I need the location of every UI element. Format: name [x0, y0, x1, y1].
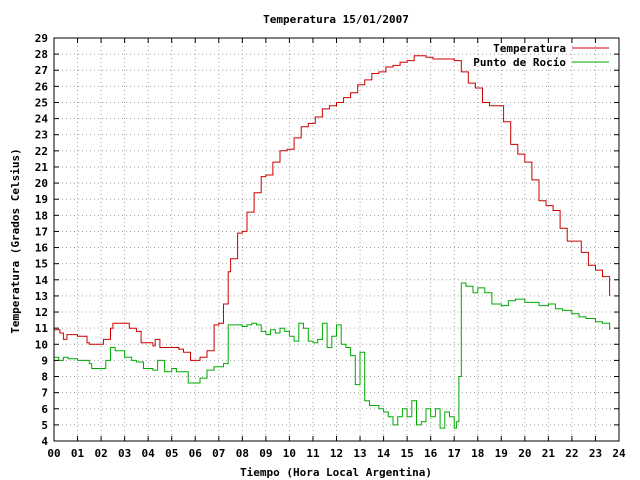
y-tick-label: 21: [35, 161, 49, 174]
y-tick-label: 7: [41, 387, 48, 400]
x-tick-label: 09: [259, 447, 272, 460]
y-tick-label: 19: [35, 193, 48, 206]
y-tick-label: 17: [35, 225, 48, 238]
chart-title: Temperatura 15/01/2007: [263, 13, 409, 26]
x-tick-label: 24: [612, 447, 626, 460]
y-tick-label: 28: [35, 48, 48, 61]
y-tick-label: 14: [35, 274, 49, 287]
y-tick-label: 8: [41, 371, 48, 384]
y-tick-label: 25: [35, 96, 48, 109]
x-tick-label: 18: [471, 447, 484, 460]
y-tick-label: 24: [35, 113, 49, 126]
series-lines: [54, 55, 611, 429]
y-tick-label: 18: [35, 209, 48, 222]
x-tick-label: 15: [401, 447, 414, 460]
x-tick-label: 11: [306, 447, 320, 460]
y-tick-label: 23: [35, 129, 48, 142]
y-tick-label: 22: [35, 145, 48, 158]
x-tick-label: 04: [142, 447, 156, 460]
series-line-1: [54, 55, 611, 361]
y-tick-label: 5: [41, 419, 48, 432]
ticks: 00 01 02 03 04 05 06 07 08 09 10 11 12 13 14 15 16 17 18 19…: [35, 32, 626, 460]
x-tick-label: 12: [330, 447, 343, 460]
legend-label: Punto de Rocío: [473, 56, 566, 69]
x-tick-label: 20: [518, 447, 531, 460]
y-tick-label: 4: [41, 435, 48, 448]
x-tick-label: 22: [565, 447, 578, 460]
x-tick-label: 23: [589, 447, 602, 460]
y-tick-label: 11: [35, 322, 49, 335]
x-tick-label: 07: [212, 447, 225, 460]
y-tick-label: 9: [41, 354, 48, 367]
y-tick-label: 27: [35, 64, 48, 77]
x-tick-label: 01: [71, 447, 85, 460]
y-tick-label: 26: [35, 80, 49, 93]
x-axis-label: Tiempo (Hora Local Argentina): [240, 466, 432, 479]
x-tick-label: 17: [448, 447, 461, 460]
y-tick-label: 20: [35, 177, 48, 190]
y-tick-label: 6: [41, 403, 48, 416]
x-tick-label: 16: [424, 447, 438, 460]
x-tick-label: 03: [118, 447, 131, 460]
x-tick-label: 00: [47, 447, 60, 460]
x-tick-label: 19: [495, 447, 508, 460]
grid-lines: [54, 38, 619, 441]
y-tick-label: 16: [35, 242, 49, 255]
y-tick-label: 12: [35, 306, 48, 319]
x-tick-label: 10: [283, 447, 296, 460]
x-tick-label: 06: [189, 447, 203, 460]
y-tick-label: 15: [35, 258, 48, 271]
y-axis-label: Temperatura (Grados Celsius): [9, 148, 22, 333]
legend-label: Temperatura: [493, 42, 566, 55]
x-tick-label: 08: [236, 447, 249, 460]
x-tick-label: 13: [353, 447, 366, 460]
y-tick-label: 29: [35, 32, 48, 45]
x-tick-label: 14: [377, 447, 391, 460]
y-tick-label: 13: [35, 290, 48, 303]
series-line-2: [54, 282, 611, 429]
y-tick-label: 10: [35, 338, 48, 351]
x-tick-label: 21: [542, 447, 556, 460]
x-tick-label: 02: [94, 447, 107, 460]
x-tick-label: 05: [165, 447, 178, 460]
